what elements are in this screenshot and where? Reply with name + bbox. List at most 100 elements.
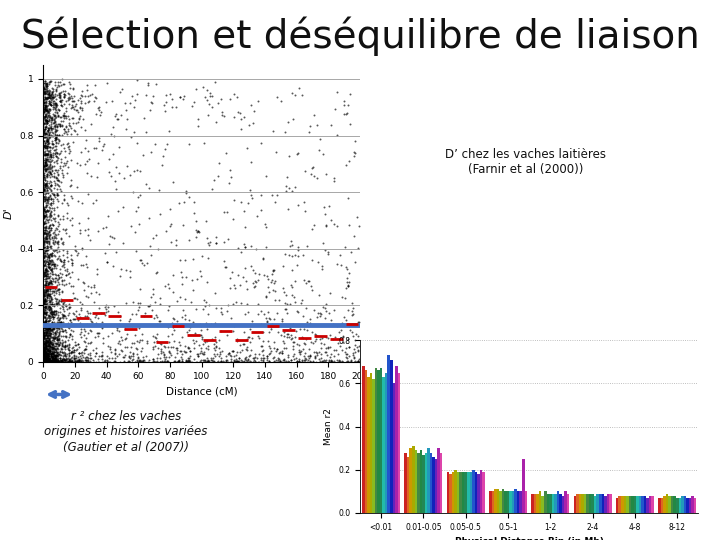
Point — [53, 182, 65, 191]
Point — [73, 356, 84, 365]
Point — [76, 354, 87, 362]
Point — [44, 301, 55, 310]
Point — [39, 321, 50, 330]
Point — [47, 342, 58, 351]
Point — [199, 139, 210, 147]
Point — [47, 329, 58, 338]
Point — [38, 269, 50, 278]
Point — [48, 357, 59, 366]
Point — [51, 352, 63, 360]
Point — [38, 239, 50, 247]
Point — [37, 303, 49, 312]
Point — [184, 356, 195, 364]
Point — [43, 161, 55, 170]
Point — [37, 133, 49, 141]
Point — [77, 357, 89, 366]
Point — [38, 87, 50, 96]
Point — [52, 278, 63, 286]
Point — [222, 234, 233, 243]
Point — [51, 191, 63, 199]
Point — [37, 195, 49, 204]
Point — [307, 286, 318, 294]
Point — [55, 100, 66, 109]
Point — [353, 342, 364, 350]
Point — [143, 302, 155, 311]
Point — [45, 353, 57, 362]
Point — [44, 256, 55, 265]
Point — [43, 274, 55, 282]
Bar — [438, 448, 440, 513]
Point — [276, 357, 288, 366]
Bar — [584, 494, 586, 513]
Point — [63, 121, 75, 130]
Point — [44, 97, 55, 105]
Point — [49, 353, 60, 362]
Point — [40, 303, 51, 312]
Point — [153, 317, 165, 326]
Point — [98, 357, 109, 366]
Point — [106, 329, 117, 338]
Point — [247, 266, 258, 274]
Point — [205, 353, 217, 362]
Point — [48, 349, 59, 358]
Point — [325, 349, 336, 358]
Point — [41, 274, 53, 282]
Point — [48, 283, 59, 292]
Point — [37, 337, 49, 346]
Point — [40, 348, 51, 357]
Point — [150, 80, 161, 89]
Point — [284, 355, 296, 364]
Point — [338, 313, 350, 322]
Point — [37, 113, 49, 122]
Point — [93, 357, 104, 366]
Point — [41, 150, 53, 159]
Point — [228, 280, 240, 289]
Point — [280, 305, 292, 313]
Point — [55, 92, 66, 101]
Point — [42, 349, 54, 357]
Point — [45, 194, 57, 203]
Point — [41, 320, 53, 328]
Point — [41, 350, 53, 359]
Point — [40, 222, 51, 231]
Point — [40, 350, 52, 359]
Point — [168, 315, 180, 323]
Point — [50, 357, 61, 366]
Point — [39, 288, 50, 296]
Point — [53, 334, 64, 343]
Point — [45, 357, 56, 366]
Point — [52, 299, 63, 307]
Point — [59, 350, 71, 359]
Point — [84, 308, 96, 317]
Point — [41, 134, 53, 143]
Point — [71, 346, 82, 354]
Point — [279, 128, 291, 137]
Point — [45, 346, 56, 354]
Point — [334, 335, 346, 343]
Point — [38, 219, 50, 227]
Point — [39, 328, 50, 336]
Point — [53, 230, 64, 239]
Point — [42, 242, 53, 251]
Point — [39, 345, 50, 353]
Point — [37, 204, 49, 212]
Point — [49, 342, 60, 350]
Point — [174, 357, 185, 366]
Point — [140, 352, 151, 360]
Point — [50, 121, 61, 130]
Point — [54, 324, 66, 333]
Bar — [579, 494, 581, 513]
Point — [133, 357, 145, 366]
Point — [42, 266, 53, 275]
Point — [44, 131, 55, 139]
Point — [40, 138, 52, 146]
Point — [146, 98, 158, 107]
Point — [204, 237, 216, 246]
Point — [37, 356, 49, 365]
Point — [40, 256, 51, 265]
Point — [44, 132, 55, 141]
Point — [238, 239, 250, 248]
Point — [46, 255, 58, 264]
Point — [43, 97, 55, 105]
Point — [244, 186, 256, 194]
